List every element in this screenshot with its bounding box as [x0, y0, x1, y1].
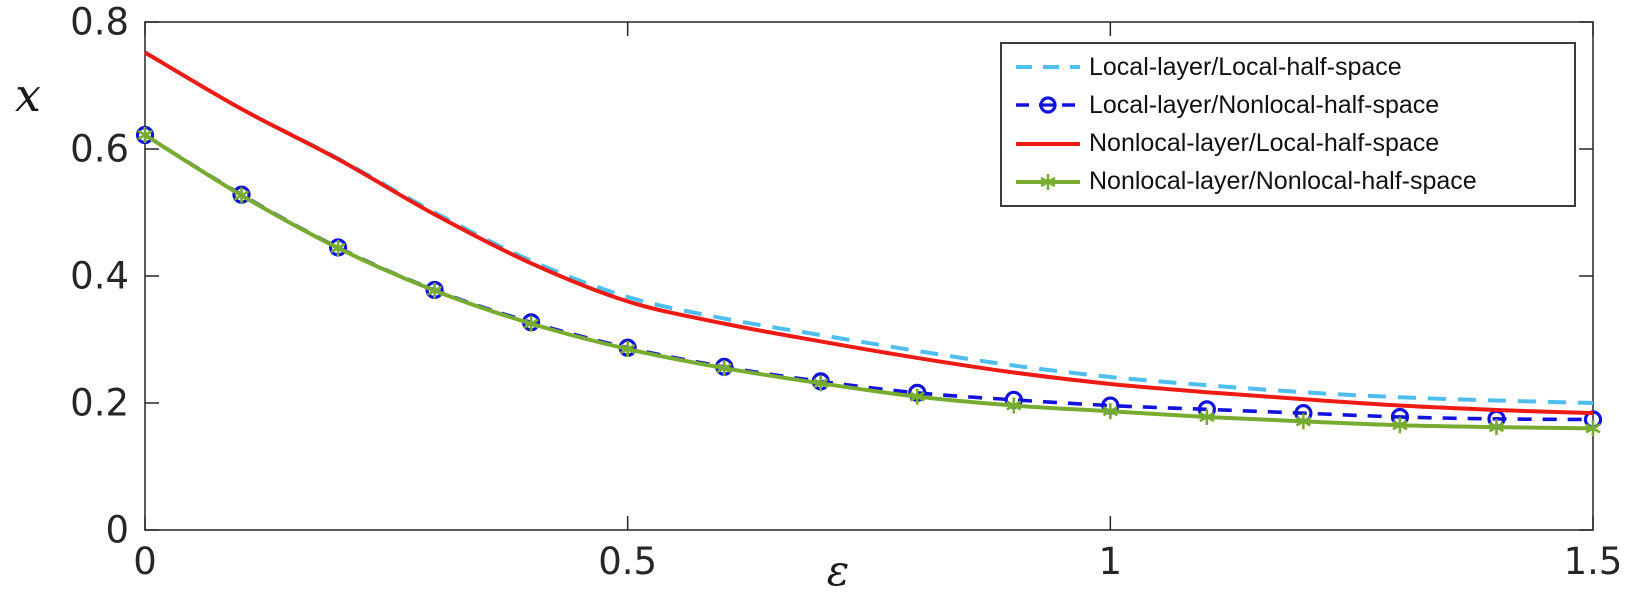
asterisk-marker-icon [1488, 419, 1505, 436]
asterisk-marker-icon [1295, 413, 1311, 430]
legend-label: Local-layer/Nonlocal-half-space [1089, 90, 1440, 119]
legend: Local-layer/Local-half-space Local-layer… [1000, 42, 1576, 207]
y-tick-label: 0.2 [70, 382, 129, 425]
y-tick-label: 0.4 [70, 255, 129, 298]
legend-label: Local-layer/Local-half-space [1089, 52, 1402, 81]
x-axis-label: ε [826, 546, 850, 595]
legend-sample-solid-line [1016, 141, 1080, 146]
legend-asterisk-marker-icon [1040, 173, 1056, 190]
asterisk-marker-icon [1006, 397, 1022, 414]
asterisk-marker-icon [1102, 403, 1118, 420]
asterisk-marker-icon [427, 282, 443, 299]
legend-sample-dashed-line [1016, 65, 1080, 70]
y-axis-label: x [15, 68, 41, 122]
y-tick-label: 0.6 [70, 128, 129, 171]
legend-sample-solid-asterisk-line [1016, 173, 1080, 190]
legend-label: Nonlocal-layer/Nonlocal-half-space [1089, 167, 1477, 196]
x-tick-label: 0 [133, 540, 157, 583]
asterisk-marker-icon [233, 187, 250, 204]
asterisk-marker-icon [330, 240, 346, 257]
legend-item: Nonlocal-layer/Local-half-space [1012, 126, 1570, 162]
asterisk-marker-icon [813, 375, 829, 392]
asterisk-marker-icon [909, 388, 925, 405]
asterisk-marker-icon [523, 315, 539, 332]
legend-label: Nonlocal-layer/Local-half-space [1089, 129, 1440, 158]
legend-item: Local-layer/Local-half-space [1012, 49, 1570, 85]
asterisk-marker-icon [716, 360, 732, 377]
series-line-3 [143, 50, 1594, 416]
x-tick-label: 1.5 [1564, 540, 1623, 583]
asterisk-marker-icon [137, 127, 153, 144]
asterisk-marker-icon [1199, 408, 1215, 425]
asterisk-marker-icon [1585, 420, 1601, 437]
series-line-1 [143, 50, 1594, 405]
x-tick-label: 0.5 [598, 540, 657, 583]
legend-item: Local-layer/Nonlocal-half-space [1012, 87, 1570, 123]
legend-item: Nonlocal-layer/Nonlocal-half-space [1012, 164, 1570, 200]
y-tick-label: 0 [105, 509, 129, 552]
x-tick-label: 1 [1099, 540, 1123, 583]
asterisk-marker-icon [620, 341, 636, 358]
series-line-4 [143, 133, 1594, 431]
asterisk-marker-icon [1392, 417, 1408, 434]
legend-sample-dashed-circle-line [1016, 96, 1080, 114]
y-tick-label: 0.8 [70, 1, 129, 44]
